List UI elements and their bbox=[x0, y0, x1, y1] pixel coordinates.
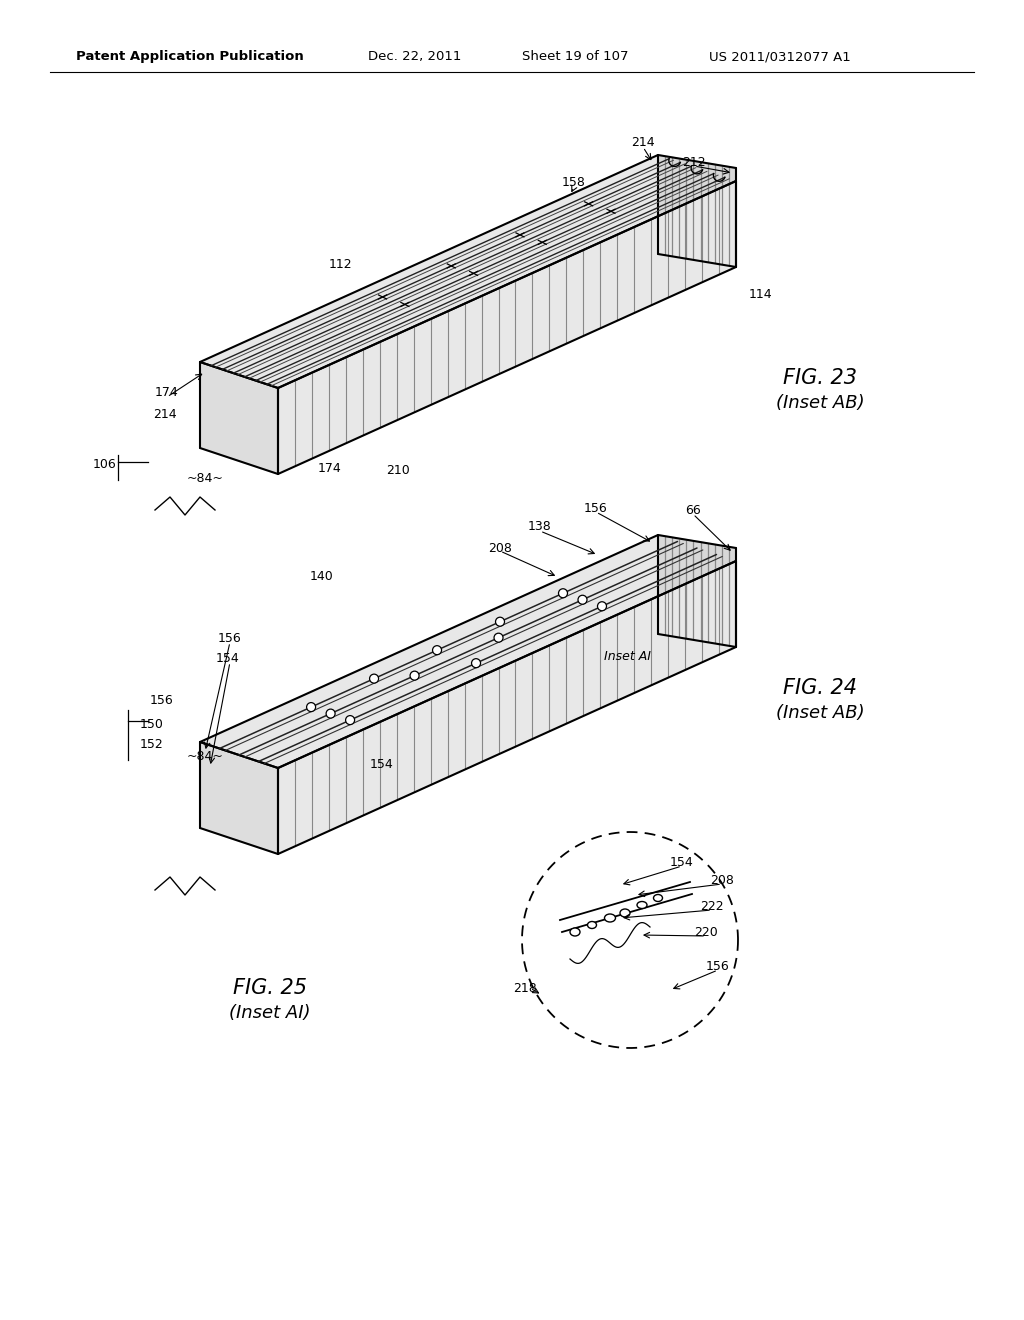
Polygon shape bbox=[200, 535, 736, 768]
Circle shape bbox=[432, 645, 441, 655]
Ellipse shape bbox=[637, 902, 647, 908]
Text: 220: 220 bbox=[694, 925, 718, 939]
Text: (Inset AB): (Inset AB) bbox=[776, 393, 864, 412]
Text: 150: 150 bbox=[140, 718, 164, 730]
Ellipse shape bbox=[588, 921, 597, 928]
Text: US 2011/0312077 A1: US 2011/0312077 A1 bbox=[710, 50, 851, 63]
Circle shape bbox=[471, 659, 480, 668]
Text: FIG. 23: FIG. 23 bbox=[783, 368, 857, 388]
Text: 222: 222 bbox=[700, 899, 724, 912]
Text: (Inset AB): (Inset AB) bbox=[776, 704, 864, 722]
Text: 156: 156 bbox=[707, 960, 730, 973]
Text: 154: 154 bbox=[670, 855, 694, 869]
Ellipse shape bbox=[570, 928, 580, 936]
Text: (Inset AI): (Inset AI) bbox=[229, 1005, 310, 1022]
Text: Inset AI: Inset AI bbox=[604, 649, 651, 663]
Text: 218: 218 bbox=[513, 982, 537, 994]
Text: Patent Application Publication: Patent Application Publication bbox=[76, 50, 304, 63]
Text: 208: 208 bbox=[710, 874, 734, 887]
Text: 174: 174 bbox=[155, 387, 179, 400]
Text: 214: 214 bbox=[631, 136, 654, 149]
Circle shape bbox=[370, 675, 379, 684]
Text: FIG. 25: FIG. 25 bbox=[233, 978, 307, 998]
Polygon shape bbox=[200, 742, 278, 854]
Text: 66: 66 bbox=[685, 503, 700, 516]
Circle shape bbox=[306, 702, 315, 711]
Circle shape bbox=[346, 715, 354, 725]
Text: ~84~: ~84~ bbox=[186, 471, 223, 484]
Polygon shape bbox=[200, 154, 736, 388]
Text: 158: 158 bbox=[562, 177, 586, 190]
Text: Sheet 19 of 107: Sheet 19 of 107 bbox=[522, 50, 629, 63]
Text: Dec. 22, 2011: Dec. 22, 2011 bbox=[369, 50, 462, 63]
Circle shape bbox=[558, 589, 567, 598]
Text: 140: 140 bbox=[310, 569, 334, 582]
Text: 154: 154 bbox=[216, 652, 240, 664]
Ellipse shape bbox=[604, 913, 615, 921]
Text: 214: 214 bbox=[154, 408, 177, 421]
Circle shape bbox=[494, 634, 503, 643]
Text: 114: 114 bbox=[749, 289, 772, 301]
Text: 210: 210 bbox=[386, 465, 410, 478]
Polygon shape bbox=[200, 362, 278, 474]
Ellipse shape bbox=[653, 895, 663, 902]
Text: ~84~: ~84~ bbox=[186, 750, 223, 763]
Polygon shape bbox=[278, 561, 736, 854]
Text: 208: 208 bbox=[488, 541, 512, 554]
Circle shape bbox=[578, 595, 587, 605]
Circle shape bbox=[326, 709, 335, 718]
Circle shape bbox=[597, 602, 606, 611]
Text: 152: 152 bbox=[140, 738, 164, 751]
Text: FIG. 24: FIG. 24 bbox=[783, 678, 857, 698]
Polygon shape bbox=[278, 181, 736, 474]
Circle shape bbox=[496, 618, 505, 626]
Text: 156: 156 bbox=[584, 502, 608, 515]
Text: 212: 212 bbox=[682, 156, 706, 169]
Polygon shape bbox=[658, 154, 736, 267]
Text: 112: 112 bbox=[328, 259, 352, 272]
Circle shape bbox=[410, 671, 419, 680]
Polygon shape bbox=[658, 535, 736, 647]
Text: 156: 156 bbox=[218, 631, 242, 644]
Text: 174: 174 bbox=[318, 462, 342, 474]
Text: 106: 106 bbox=[93, 458, 117, 471]
Text: 138: 138 bbox=[528, 520, 552, 533]
Text: 156: 156 bbox=[151, 693, 174, 706]
Text: 154: 154 bbox=[370, 759, 394, 771]
Ellipse shape bbox=[620, 909, 630, 917]
